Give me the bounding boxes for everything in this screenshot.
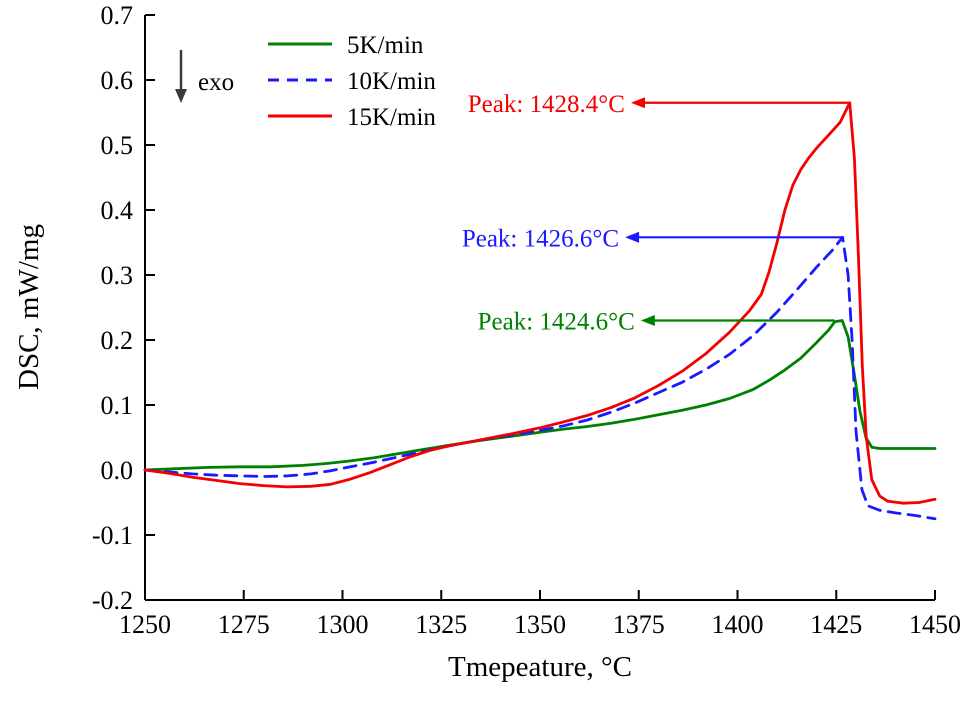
x-tick-label: 1350	[514, 610, 566, 639]
series-15k-min	[143, 101, 937, 505]
x-tick-label: 1375	[613, 610, 665, 639]
x-tick-label: 1275	[218, 610, 270, 639]
x-axis-title: Tmepeature, °C	[448, 651, 632, 683]
x-tick-label: 1450	[909, 610, 961, 639]
peak-arrow-head	[640, 315, 655, 326]
x-tick-label: 1250	[119, 610, 171, 639]
x-tick-label: 1425	[810, 610, 862, 639]
y-tick-label: 0.4	[101, 196, 134, 225]
series-10k-min	[143, 235, 937, 521]
exo-arrow-head	[175, 89, 187, 103]
y-axis-title: DSC, mW/mg	[13, 224, 45, 390]
y-tick-label: 0.5	[101, 131, 134, 160]
x-tick-label: 1400	[712, 610, 764, 639]
peak-annotation-label: Peak: 1426.6°C	[462, 225, 619, 252]
exo-label: exo	[198, 69, 234, 96]
peak-annotation-label: Peak: 1428.4°C	[468, 91, 625, 118]
y-tick-label: 0.3	[101, 261, 134, 290]
y-tick-label: -0.2	[92, 586, 133, 615]
peak-arrow-head	[625, 231, 640, 243]
y-tick-label: 0.7	[101, 1, 134, 30]
y-tick-label: 0.2	[101, 326, 134, 355]
series-5k-min	[143, 319, 937, 472]
legend-label: 15K/min	[347, 104, 436, 131]
peak-arrow-head	[630, 97, 645, 109]
x-tick-label: 1300	[317, 610, 369, 639]
legend-label: 5K/min	[347, 32, 424, 59]
x-tick-label: 1325	[415, 610, 467, 639]
y-tick-label: 0.6	[101, 66, 134, 95]
legend-label: 10K/min	[347, 68, 436, 95]
y-tick-label: 0.0	[101, 456, 134, 485]
peak-annotation-label: Peak: 1424.6°C	[478, 309, 635, 336]
y-tick-label: 0.1	[101, 391, 134, 420]
y-tick-label: -0.1	[92, 521, 133, 550]
